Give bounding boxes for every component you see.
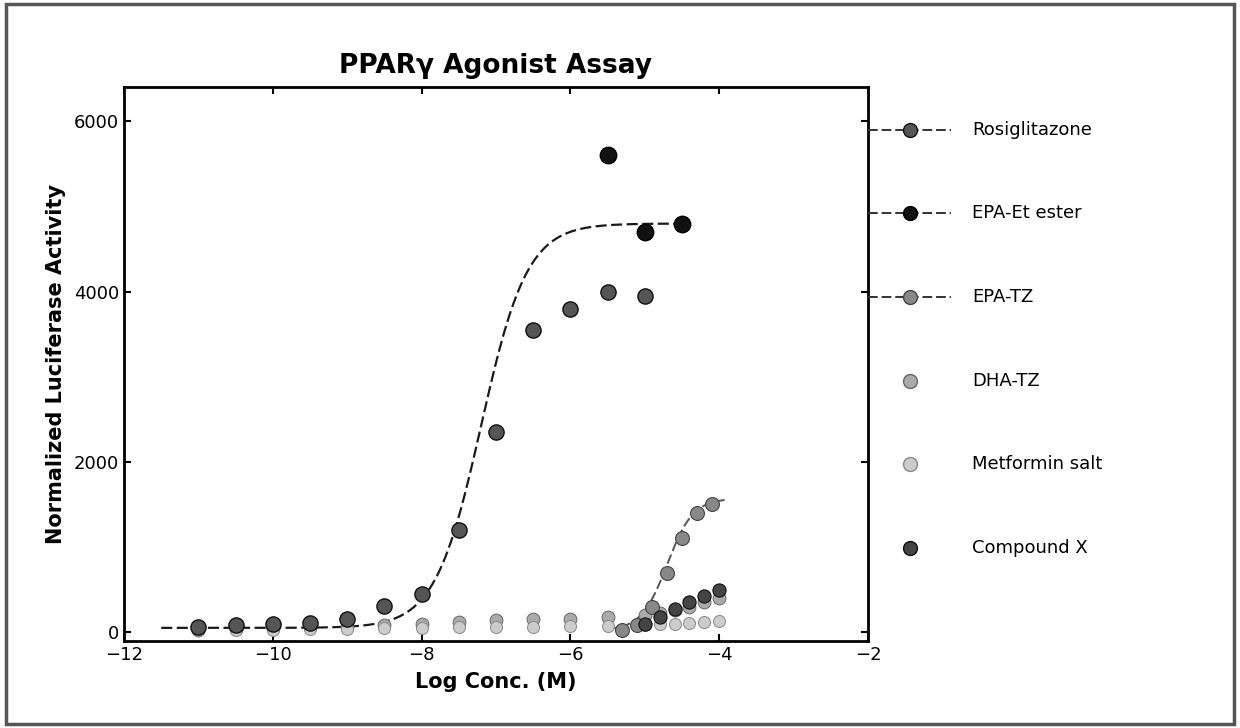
Metformin salt [226,624,246,636]
DHA-TZ [337,621,357,633]
Metformin salt [635,620,655,631]
Y-axis label: Normalized Luciferase Activity: Normalized Luciferase Activity [46,184,66,544]
Rosiglitazone [188,621,208,633]
Metformin salt [486,621,506,633]
DHA-TZ [598,611,618,622]
Rosiglitazone [226,620,246,631]
Rosiglitazone [523,324,543,336]
Rosiglitazone [598,286,618,298]
DHA-TZ [449,616,469,628]
Compound X [694,590,714,601]
Rosiglitazone [486,427,506,438]
Text: DHA-TZ: DHA-TZ [972,371,1040,389]
Compound X [709,584,729,596]
X-axis label: Log Conc. (M): Log Conc. (M) [415,672,577,692]
Title: PPARγ Agonist Assay: PPARγ Agonist Assay [340,53,652,79]
Compound X [680,596,699,608]
Text: Metformin salt: Metformin salt [972,455,1102,473]
Metformin salt [694,616,714,628]
EPA-TZ [642,601,662,612]
EPA-Et ester [598,150,618,162]
Text: Compound X: Compound X [972,539,1087,557]
DHA-TZ [694,596,714,608]
Compound X [650,611,670,622]
Rosiglitazone [635,290,655,301]
Rosiglitazone [449,524,469,536]
DHA-TZ [486,614,506,626]
EPA-TZ [627,620,647,631]
DHA-TZ [635,609,655,621]
Rosiglitazone [337,614,357,625]
DHA-TZ [709,593,729,604]
Text: EPA-Et ester: EPA-Et ester [972,205,1081,223]
Metformin salt [709,615,729,627]
Compound X [665,604,684,615]
Text: Rosiglitazone: Rosiglitazone [972,121,1092,139]
EPA-Et ester [672,218,692,229]
Metformin salt [650,619,670,630]
Metformin salt [680,617,699,628]
EPA-TZ [687,507,707,519]
Rosiglitazone [300,617,320,628]
Metformin salt [300,623,320,635]
EPA-Et ester [635,226,655,238]
DHA-TZ [665,604,684,616]
DHA-TZ [523,614,543,625]
DHA-TZ [650,606,670,618]
EPA-TZ [657,566,677,578]
Compound X [635,618,655,630]
EPA-TZ [672,533,692,545]
Metformin salt [598,620,618,632]
Metformin salt [523,621,543,633]
Metformin salt [188,625,208,636]
DHA-TZ [374,620,394,631]
Rosiglitazone [560,303,580,314]
Rosiglitazone [374,600,394,612]
DHA-TZ [680,601,699,612]
Metformin salt [374,622,394,634]
Metformin salt [263,624,283,636]
Metformin salt [665,618,684,630]
Metformin salt [560,620,580,632]
Text: EPA-TZ: EPA-TZ [972,288,1033,306]
Metformin salt [412,622,432,633]
Metformin salt [337,623,357,635]
Rosiglitazone [412,588,432,600]
Rosiglitazone [263,619,283,630]
DHA-TZ [263,622,283,633]
DHA-TZ [188,624,208,636]
Metformin salt [449,622,469,633]
DHA-TZ [300,622,320,633]
DHA-TZ [412,618,432,630]
DHA-TZ [226,623,246,635]
EPA-TZ [702,499,722,510]
DHA-TZ [560,613,580,625]
EPA-TZ [613,624,632,636]
